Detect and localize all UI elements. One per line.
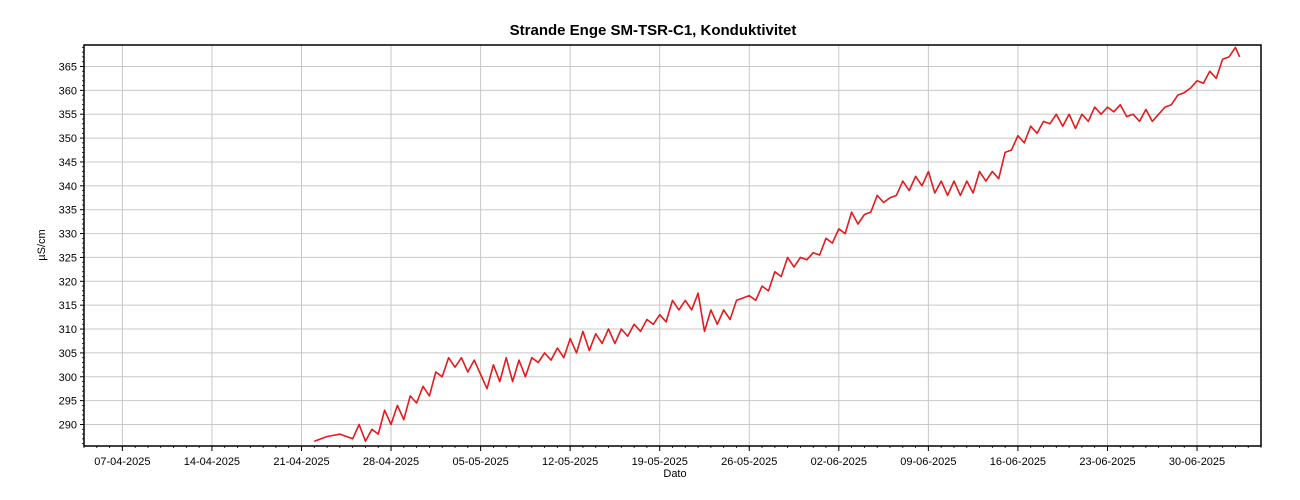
series-layer	[314, 46, 1241, 442]
x-tick-label: 12-05-2025	[542, 456, 598, 468]
x-axis-title: Dato	[663, 468, 686, 480]
x-tick-label: 14-04-2025	[184, 456, 240, 468]
x-tick-label: 19-05-2025	[632, 456, 688, 468]
y-tick-label: 335	[59, 205, 77, 217]
grid	[84, 45, 1261, 446]
x-tick-label: 07-04-2025	[94, 456, 150, 468]
x-tick-label: 21-04-2025	[273, 456, 329, 468]
y-tick-label: 315	[59, 300, 77, 312]
y-axis-title: µS/cm	[36, 229, 48, 260]
y-tick-label: 365	[59, 61, 77, 73]
y-tick-label: 305	[59, 348, 77, 360]
x-tick-label: 02-06-2025	[811, 456, 867, 468]
x-tick-label: 09-06-2025	[900, 456, 956, 468]
conductivity-series-line	[314, 46, 1241, 442]
y-tick-label: 340	[59, 181, 77, 193]
y-tick-label: 325	[59, 252, 77, 264]
y-tick-label: 320	[59, 276, 77, 288]
y-tick-label: 300	[59, 372, 77, 384]
x-tick-label: 30-06-2025	[1169, 456, 1225, 468]
x-tick-label: 26-05-2025	[721, 456, 777, 468]
y-tick-label: 350	[59, 133, 77, 145]
y-tick-label: 330	[59, 229, 77, 241]
y-tick-label: 355	[59, 109, 77, 121]
plot-frame	[83, 44, 1262, 447]
axes: 290 295 300 305 310 315 320 325 330 335 340 345 350 3…	[59, 46, 1262, 468]
y-tick-label: 290	[59, 420, 77, 432]
x-tick-label: 28-04-2025	[363, 456, 419, 468]
y-tick-label: 345	[59, 157, 77, 169]
y-tick-label: 295	[59, 396, 77, 408]
chart-title: Strande Enge SM-TSR-C1, Konduktivitet	[510, 22, 797, 39]
x-tick-label: 23-06-2025	[1079, 456, 1135, 468]
y-tick-label: 360	[59, 85, 77, 97]
y-tick-label: 310	[59, 324, 77, 336]
x-tick-label: 16-06-2025	[990, 456, 1046, 468]
x-tick-label: 05-05-2025	[452, 456, 508, 468]
